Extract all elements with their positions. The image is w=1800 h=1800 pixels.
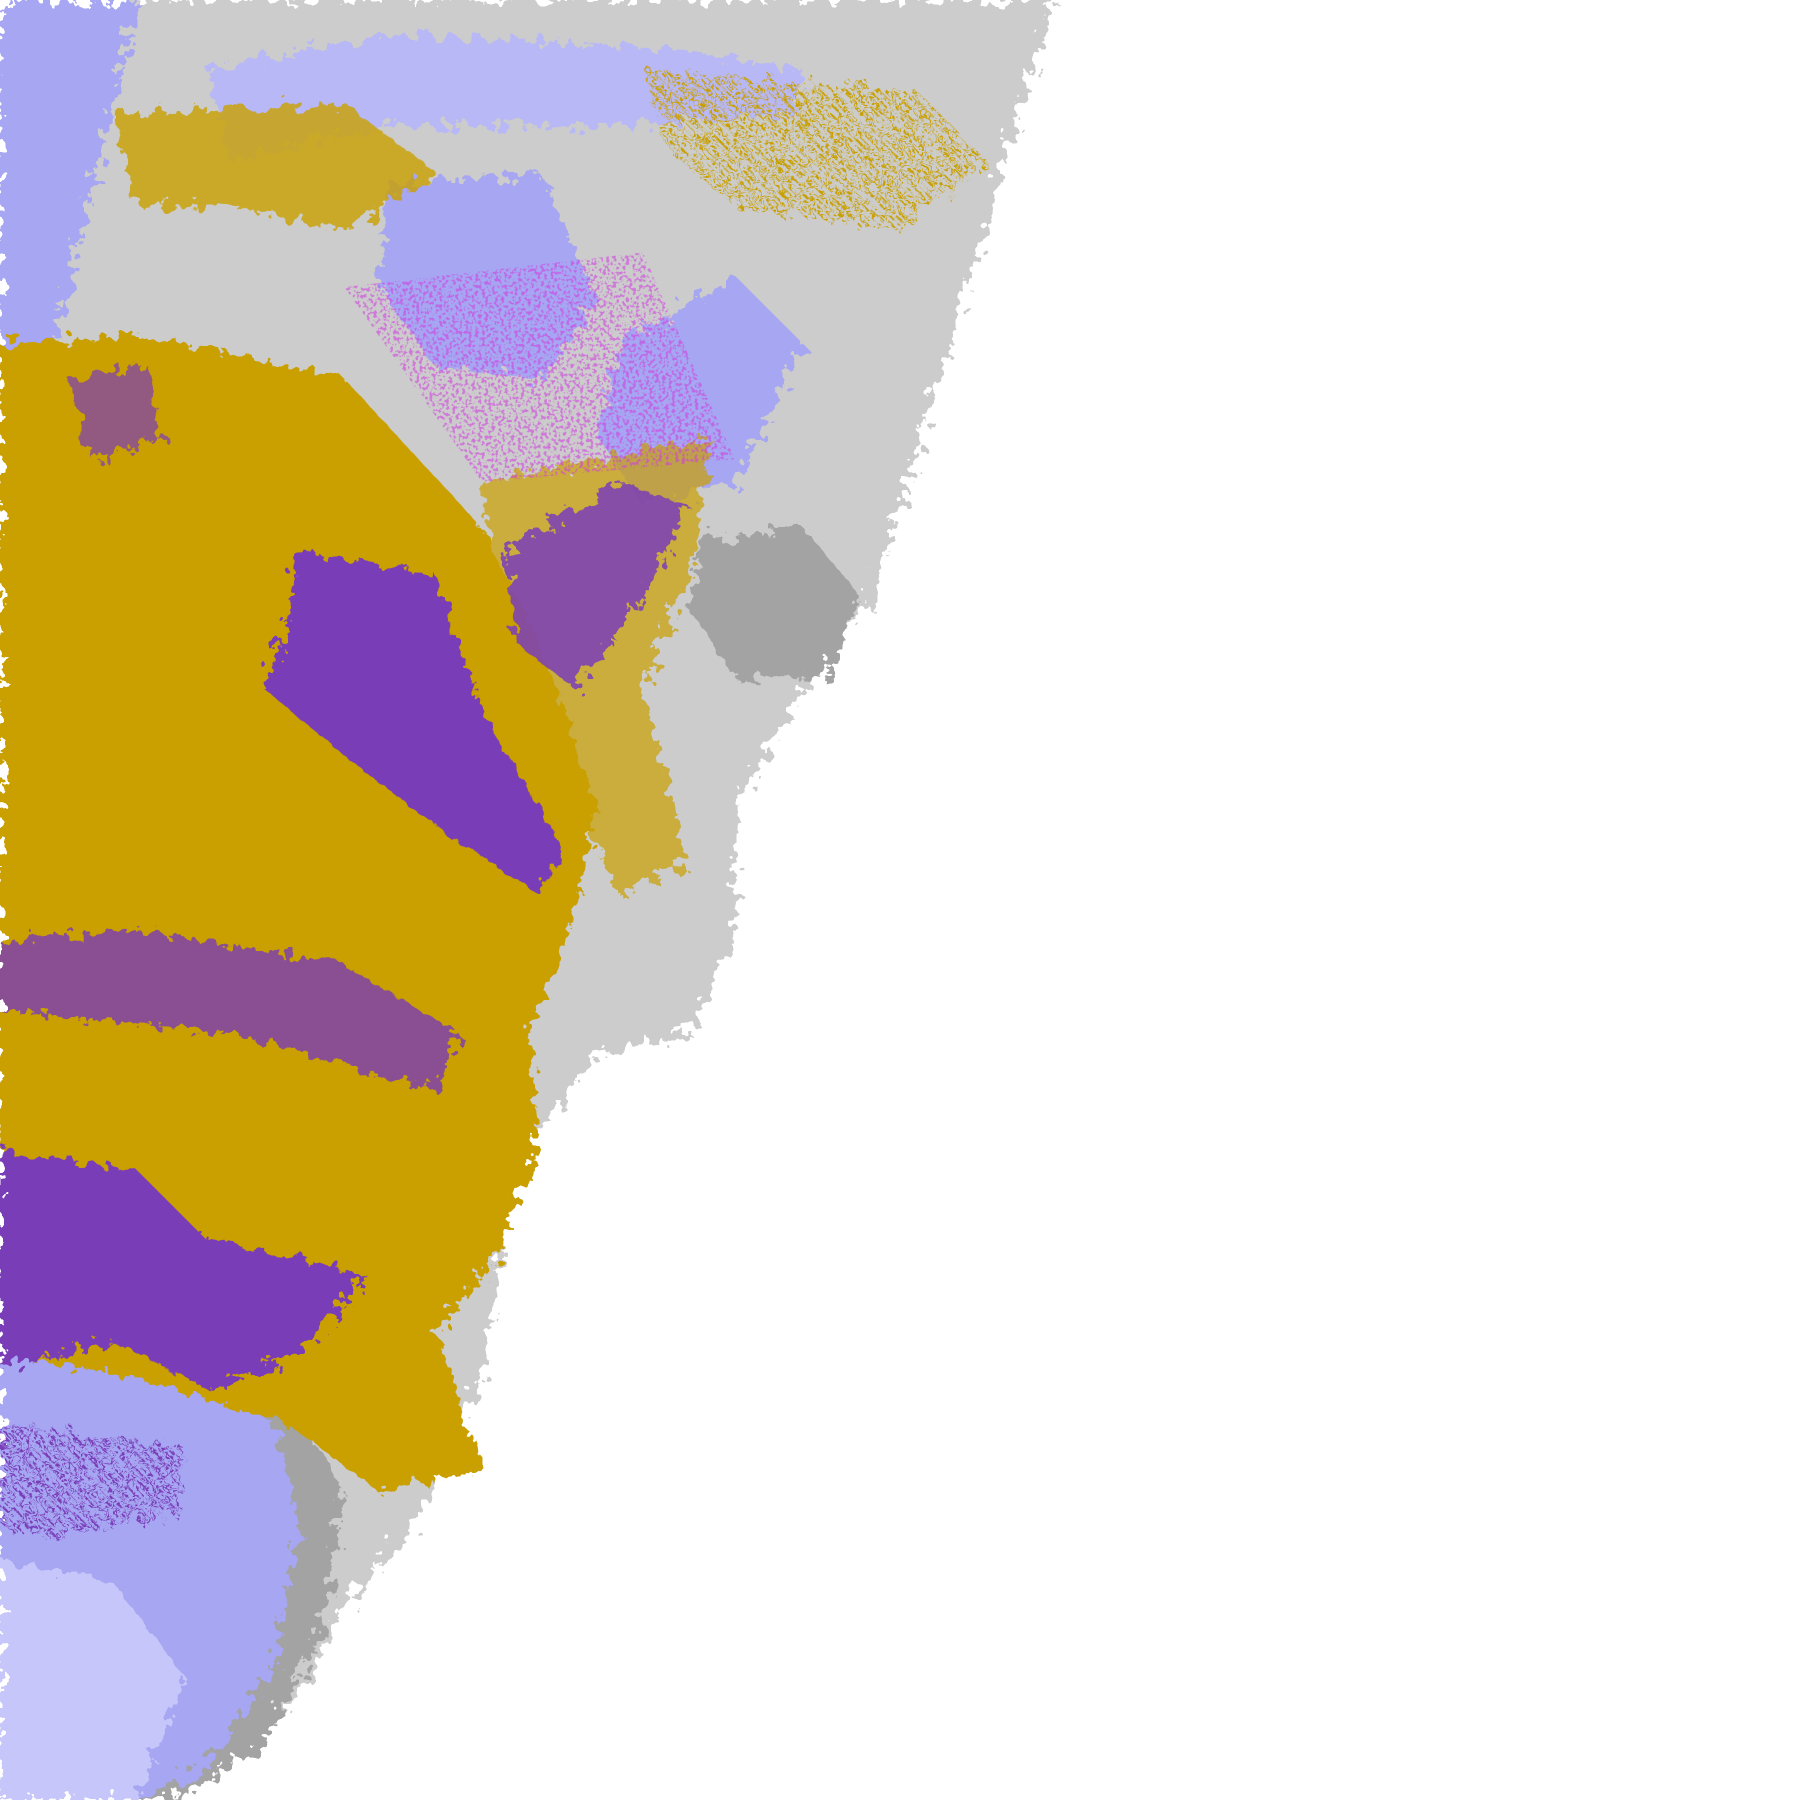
purple-central-band [264, 551, 563, 896]
gold-north-patches [114, 103, 437, 230]
purple-east [505, 482, 689, 689]
lavender-north-west [0, 0, 138, 437]
purple-northwest [68, 367, 161, 460]
purple-south-mass [0, 1147, 368, 1390]
gold-north-scatter [642, 68, 988, 230]
gray-region-east-blob [688, 528, 861, 678]
purple-west-band [0, 929, 460, 1091]
magenta-speck-layer [344, 252, 735, 483]
pale-lavender-south [0, 1561, 184, 1800]
purple-cloud-layer [0, 367, 689, 1539]
purple-south-specks [0, 1423, 184, 1539]
magenta-specks [344, 252, 735, 483]
